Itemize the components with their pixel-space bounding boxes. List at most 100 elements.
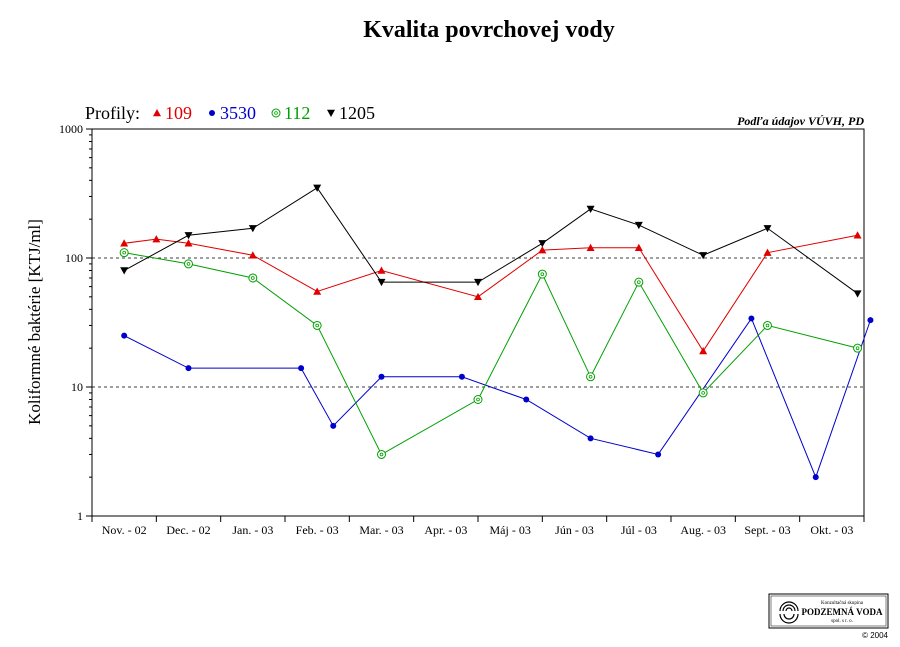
data-point: [473, 395, 483, 405]
data-point: [867, 317, 874, 324]
legend: Profily: 109 3530 112 1205: [85, 103, 375, 123]
data-point-core: [476, 397, 480, 402]
data-point: [121, 332, 128, 339]
data-point: [120, 239, 129, 247]
data-point: [634, 221, 643, 230]
x-tick-label: Feb. - 03: [296, 523, 339, 537]
legend-title: Profily:: [85, 103, 140, 123]
data-point: [853, 343, 863, 353]
data-point: [185, 365, 192, 372]
data-point-core: [251, 276, 255, 280]
x-tick-label: Sept. - 03: [744, 523, 790, 537]
y-tick-label: 1000: [59, 122, 83, 136]
x-tick-label: Okt. - 03: [810, 523, 853, 537]
data-point: [474, 292, 482, 301]
x-tick-label: Apr. - 03: [424, 523, 467, 537]
x-tick-label: Jan. - 03: [232, 523, 273, 537]
data-point: [853, 290, 862, 298]
data-point-ring: [763, 320, 772, 330]
data-point: [298, 365, 305, 372]
data-point: [586, 243, 595, 251]
data-point: [853, 231, 862, 239]
data-point: [248, 251, 257, 259]
data-point: [699, 347, 708, 355]
data-point-core: [315, 323, 319, 328]
x-tick-label: Júl - 03: [621, 523, 657, 537]
data-point: [327, 109, 335, 117]
data-point-ring: [377, 449, 386, 459]
data-point: [209, 110, 215, 116]
data-point-core: [588, 374, 593, 379]
data-point-ring: [537, 269, 547, 279]
data-point: [748, 315, 755, 322]
series-layer: [119, 184, 874, 481]
data-point: [634, 277, 644, 287]
legend-label: 109: [165, 103, 192, 123]
data-point: [474, 278, 482, 287]
data-point-ring: [119, 248, 129, 258]
data-point: [634, 243, 643, 251]
x-tick-label: Mar. - 03: [359, 523, 403, 537]
data-point-ring: [271, 108, 281, 118]
grid: [92, 257, 864, 388]
x-tick-label: Jún - 03: [555, 523, 594, 537]
x-tick-label: Nov. - 02: [102, 523, 147, 537]
data-point: [587, 435, 594, 442]
series-3530: [121, 315, 874, 481]
data-point-ring: [473, 395, 483, 405]
data-point: [537, 269, 547, 279]
data-point: [377, 266, 386, 274]
data-point-core: [540, 272, 545, 276]
data-point-ring: [853, 343, 863, 353]
data-point: [377, 449, 386, 459]
legend-item-109: 109: [153, 103, 192, 123]
legend-label: 112: [284, 103, 310, 123]
data-point: [812, 474, 819, 481]
data-point-core: [379, 452, 384, 457]
legend-item-3530: 3530: [209, 103, 256, 123]
legend-label: 3530: [220, 103, 256, 123]
data-point: [271, 108, 281, 118]
logo-line3: spol. s r. o.: [831, 619, 853, 624]
data-point: [248, 273, 258, 283]
data-point: [586, 372, 596, 382]
data-point: [698, 388, 708, 398]
data-point-core: [122, 250, 126, 255]
data-point: [184, 239, 193, 247]
data-point: [330, 422, 337, 429]
data-point: [458, 373, 465, 380]
data-point: [377, 278, 386, 287]
series-112: [119, 248, 863, 459]
data-point-core: [274, 111, 278, 115]
data-point-ring: [634, 277, 644, 287]
copyright: © 2004: [862, 631, 888, 640]
legend-item-1205: 1205: [327, 103, 375, 123]
y-tick-label: 100: [65, 251, 83, 265]
data-point: [655, 451, 662, 458]
data-point: [313, 287, 322, 295]
data-point-core: [637, 280, 641, 284]
y-tick-label: 10: [71, 380, 83, 394]
data-point: [153, 109, 161, 117]
y-axis-label: Koliformné baktérie [KTJ/ml]: [25, 219, 44, 425]
series-line: [123, 317, 871, 479]
data-point: [763, 225, 772, 233]
series-line: [124, 234, 858, 352]
data-point-core: [765, 323, 770, 328]
data-point-ring: [312, 320, 322, 330]
x-axis: Nov. - 02 Dec. - 02 Jan. - 03 Feb. - 03 Mar.…: [91, 516, 865, 537]
data-point: [152, 235, 161, 243]
x-tick-label: Aug. - 03: [680, 523, 726, 537]
data-point: [538, 246, 547, 254]
data-point-core: [855, 346, 860, 350]
data-point: [313, 184, 322, 192]
series-109: [120, 231, 862, 355]
series-line: [123, 187, 858, 294]
data-point: [763, 320, 772, 330]
data-point-ring: [184, 259, 193, 269]
data-point-ring: [248, 273, 258, 283]
data-point: [378, 373, 385, 380]
y-axis: 1 10 100 1000: [59, 122, 92, 523]
legend-item-112: 112: [271, 103, 310, 123]
